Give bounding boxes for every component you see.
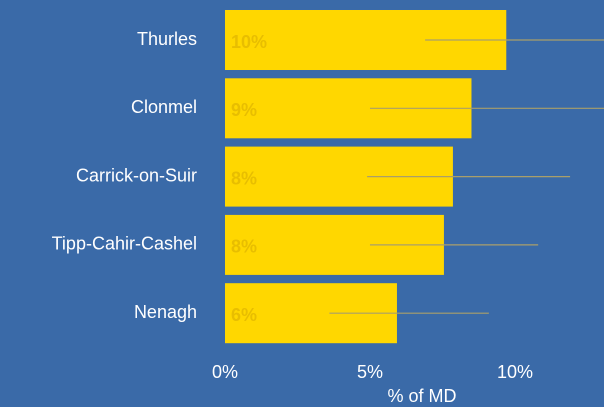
x-tick-label: 0%	[212, 362, 238, 382]
value-label: 8%	[231, 237, 257, 257]
value-label: 6%	[231, 305, 257, 325]
value-label: 8%	[231, 168, 257, 188]
value-label: 10%	[231, 32, 267, 52]
x-tick-label: 10%	[497, 362, 533, 382]
y-tick-label: Carrick-on-Suir	[76, 165, 197, 185]
y-tick-label: Clonmel	[131, 97, 197, 117]
y-tick-label: Nenagh	[134, 302, 197, 322]
y-tick-label: Tipp-Cahir-Cashel	[52, 234, 197, 254]
x-tick-label: 5%	[357, 362, 383, 382]
y-tick-label: Thurles	[137, 29, 197, 49]
value-label: 9%	[231, 100, 257, 120]
x-axis-title: % of MD	[387, 386, 456, 406]
